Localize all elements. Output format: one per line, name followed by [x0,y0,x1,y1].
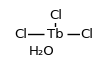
Text: Cl: Cl [49,9,62,22]
Text: H₂O: H₂O [29,45,54,58]
Text: Cl: Cl [81,28,94,41]
Text: Cl: Cl [14,28,27,41]
Text: Tb: Tb [47,28,64,41]
